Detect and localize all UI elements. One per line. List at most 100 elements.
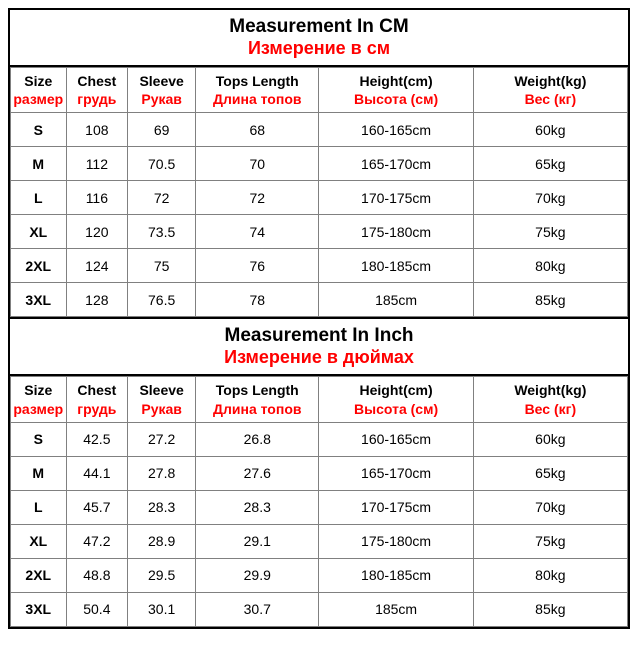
- header-en: Weight(kg): [476, 72, 625, 90]
- cell-size: S: [11, 113, 67, 147]
- section-header-inch: Measurement In Inch Измерение в дюймах: [10, 317, 628, 376]
- header-ru: Вес (кг): [476, 400, 625, 418]
- table-row: M11270.570165-170cm65kg: [11, 147, 628, 181]
- header-ru: Вес (кг): [476, 90, 625, 108]
- column-header: Weight(kg)Вес (кг): [473, 377, 627, 422]
- header-en: Weight(kg): [476, 381, 625, 399]
- cell-weight: 85kg: [473, 592, 627, 626]
- cell-sleeve: 76.5: [128, 283, 196, 317]
- section-header-cm: Measurement In CM Измерение в см: [10, 10, 628, 67]
- column-header: Sizeразмер: [11, 377, 67, 422]
- cell-sleeve: 73.5: [128, 215, 196, 249]
- cell-chest: 124: [66, 249, 128, 283]
- cell-size: 2XL: [11, 249, 67, 283]
- cell-sleeve: 75: [128, 249, 196, 283]
- column-header: SleeveРукав: [128, 68, 196, 113]
- cell-chest: 120: [66, 215, 128, 249]
- cell-weight: 75kg: [473, 215, 627, 249]
- header-en: Height(cm): [321, 72, 470, 90]
- cell-size: L: [11, 490, 67, 524]
- cell-tops: 30.7: [196, 592, 319, 626]
- cell-tops: 29.9: [196, 558, 319, 592]
- header-ru: Высота (см): [321, 400, 470, 418]
- table-row: XL47.228.929.1175-180cm75kg: [11, 524, 628, 558]
- cell-height: 180-185cm: [319, 558, 473, 592]
- table-row: L45.728.328.3170-175cm70kg: [11, 490, 628, 524]
- cell-sleeve: 69: [128, 113, 196, 147]
- header-en: Sleeve: [130, 72, 193, 90]
- cell-weight: 65kg: [473, 147, 627, 181]
- header-en: Height(cm): [321, 381, 470, 399]
- table-row: 3XL50.430.130.7185cm85kg: [11, 592, 628, 626]
- cell-tops: 72: [196, 181, 319, 215]
- cell-weight: 75kg: [473, 524, 627, 558]
- table-row: 2XL48.829.529.9180-185cm80kg: [11, 558, 628, 592]
- cell-chest: 50.4: [66, 592, 128, 626]
- header-ru: Длина топов: [198, 90, 316, 108]
- column-header: Tops LengthДлина топов: [196, 377, 319, 422]
- cell-sleeve: 27.8: [128, 456, 196, 490]
- cell-height: 180-185cm: [319, 249, 473, 283]
- cell-height: 175-180cm: [319, 215, 473, 249]
- column-header: Height(cm)Высота (см): [319, 68, 473, 113]
- header-ru: Высота (см): [321, 90, 470, 108]
- cell-sleeve: 30.1: [128, 592, 196, 626]
- cell-tops: 27.6: [196, 456, 319, 490]
- column-header: Tops LengthДлина топов: [196, 68, 319, 113]
- cell-size: M: [11, 147, 67, 181]
- table-cm-head: SizeразмерChestгрудьSleeveРукавTops Leng…: [11, 68, 628, 113]
- cell-weight: 70kg: [473, 181, 627, 215]
- cell-chest: 128: [66, 283, 128, 317]
- cell-sleeve: 72: [128, 181, 196, 215]
- cell-tops: 70: [196, 147, 319, 181]
- cell-chest: 112: [66, 147, 128, 181]
- cell-height: 165-170cm: [319, 147, 473, 181]
- cell-weight: 70kg: [473, 490, 627, 524]
- column-header: Height(cm)Высота (см): [319, 377, 473, 422]
- table-inch-body: S42.527.226.8160-165cm60kgM44.127.827.61…: [11, 422, 628, 626]
- column-header: Sizeразмер: [11, 68, 67, 113]
- cell-tops: 28.3: [196, 490, 319, 524]
- cell-height: 175-180cm: [319, 524, 473, 558]
- cell-chest: 42.5: [66, 422, 128, 456]
- column-header: Chestгрудь: [66, 377, 128, 422]
- cell-size: L: [11, 181, 67, 215]
- cell-chest: 108: [66, 113, 128, 147]
- header-en: Tops Length: [198, 381, 316, 399]
- title-cm-en: Measurement In CM: [10, 16, 628, 38]
- table-cm: SizeразмерChestгрудьSleeveРукавTops Leng…: [10, 67, 628, 317]
- cell-size: 3XL: [11, 283, 67, 317]
- cell-chest: 48.8: [66, 558, 128, 592]
- header-ru: Длина топов: [198, 400, 316, 418]
- table-inch: SizeразмерChestгрудьSleeveРукавTops Leng…: [10, 376, 628, 626]
- header-ru: размер: [13, 400, 64, 418]
- header-ru: Рукав: [130, 400, 193, 418]
- cell-size: M: [11, 456, 67, 490]
- cell-size: 2XL: [11, 558, 67, 592]
- header-en: Size: [13, 381, 64, 399]
- cell-size: S: [11, 422, 67, 456]
- table-row: M44.127.827.6165-170cm65kg: [11, 456, 628, 490]
- title-inch-ru: Измерение в дюймах: [10, 347, 628, 368]
- header-en: Tops Length: [198, 72, 316, 90]
- title-inch-en: Measurement In Inch: [10, 325, 628, 347]
- header-ru: Рукав: [130, 90, 193, 108]
- cell-sleeve: 28.3: [128, 490, 196, 524]
- cell-tops: 74: [196, 215, 319, 249]
- cell-tops: 76: [196, 249, 319, 283]
- column-header: Chestгрудь: [66, 68, 128, 113]
- header-en: Size: [13, 72, 64, 90]
- header-en: Sleeve: [130, 381, 193, 399]
- title-cm-ru: Измерение в см: [10, 38, 628, 59]
- header-en: Chest: [69, 381, 126, 399]
- cell-weight: 85kg: [473, 283, 627, 317]
- table-row: 2XL1247576180-185cm80kg: [11, 249, 628, 283]
- cell-height: 160-165cm: [319, 113, 473, 147]
- cell-height: 170-175cm: [319, 490, 473, 524]
- cell-weight: 60kg: [473, 422, 627, 456]
- cell-sleeve: 28.9: [128, 524, 196, 558]
- table-inch-head: SizeразмерChestгрудьSleeveРукавTops Leng…: [11, 377, 628, 422]
- size-chart-container: Measurement In CM Измерение в см Sizeраз…: [8, 8, 630, 629]
- cell-sleeve: 27.2: [128, 422, 196, 456]
- table-row: S1086968160-165cm60kg: [11, 113, 628, 147]
